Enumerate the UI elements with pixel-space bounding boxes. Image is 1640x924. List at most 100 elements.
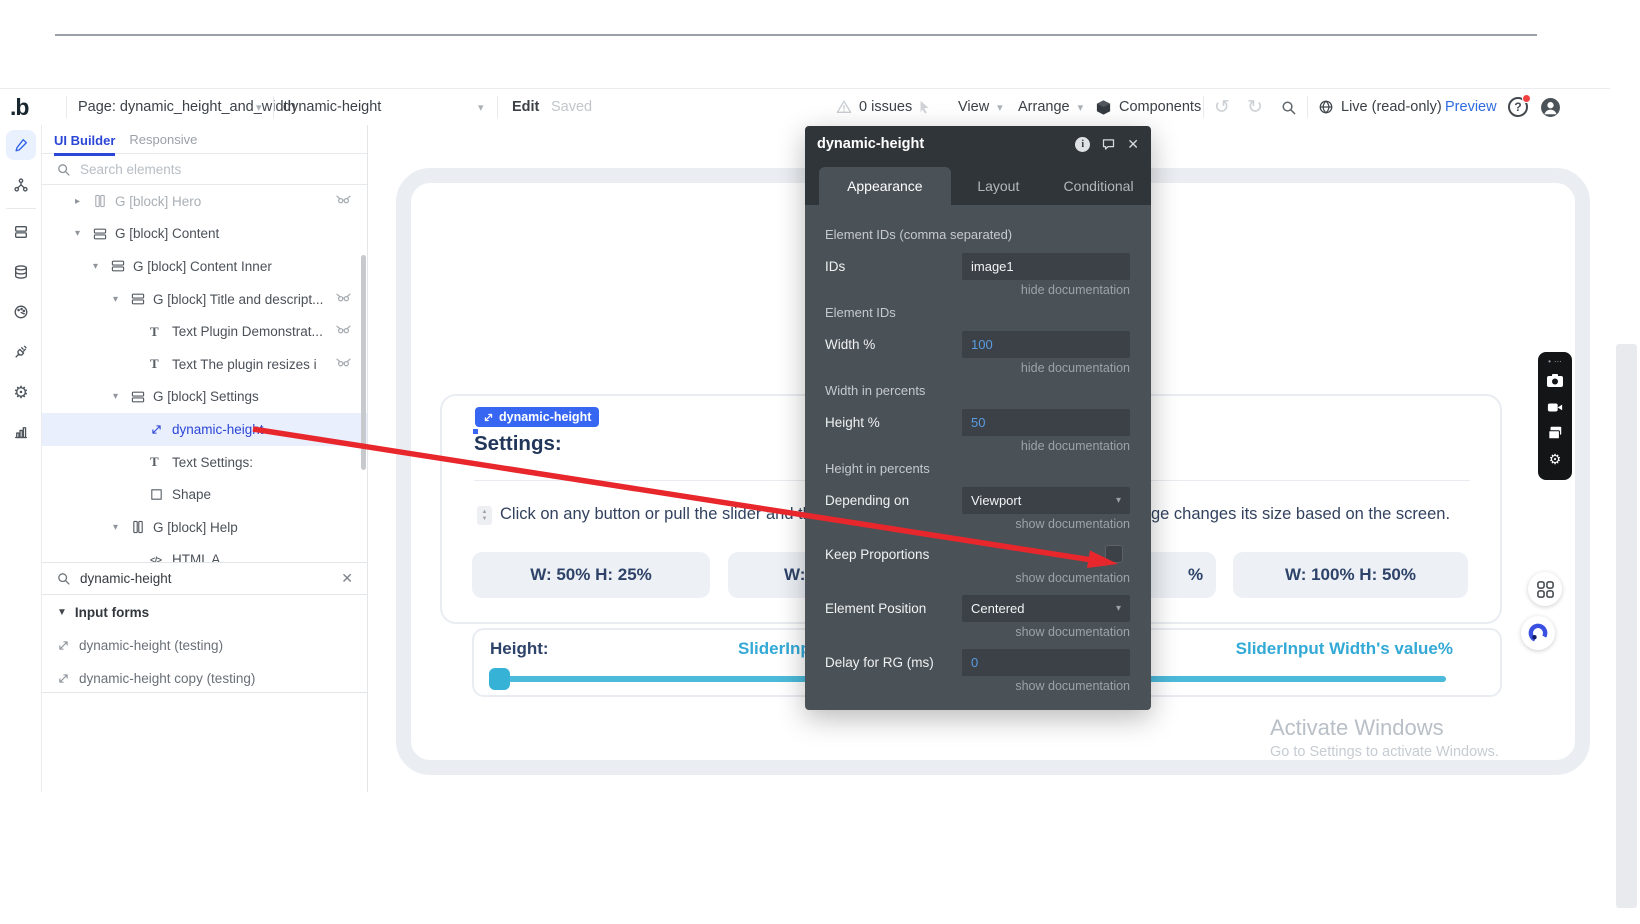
tree-item-html-a[interactable]: </> HTML A [42, 544, 367, 562]
capture-frames-icon[interactable] [1546, 420, 1564, 446]
divider [5, 208, 36, 209]
components-button[interactable]: Components [1095, 89, 1201, 125]
tree-item-label: Text Settings: [172, 454, 254, 470]
rail-database-icon[interactable] [0, 252, 42, 292]
tree-item-g-block-help[interactable]: ▾ G [block] Help [42, 511, 367, 544]
undo-icon[interactable]: ↺ [1214, 96, 1230, 118]
inspector-section-label: Element IDs [825, 305, 896, 320]
tree-item-label: G [block] Hero [115, 193, 202, 209]
help-button[interactable]: ? [1508, 94, 1531, 117]
field-select[interactable]: Centered ▾ [962, 595, 1130, 622]
inspector-tab-appearance[interactable]: Appearance [819, 167, 951, 205]
canvas-description-start: Click on any button or pull the slider a… [500, 505, 853, 523]
documentation-link[interactable]: show documentation [1015, 625, 1130, 639]
tree-filter-box[interactable]: dynamic-height ✕ [42, 562, 367, 595]
extension-grid-button[interactable] [1528, 572, 1562, 606]
slider-handle[interactable] [489, 668, 510, 690]
results-group-header[interactable]: ▼ Input forms [42, 595, 367, 629]
documentation-link[interactable]: show documentation [1015, 517, 1130, 531]
question-icon: ? [1508, 97, 1528, 117]
documentation-link[interactable]: hide documentation [1020, 361, 1130, 375]
widget-handle-dots[interactable]: • ⋯ [1548, 356, 1562, 366]
widget-settings-gear-icon[interactable]: ⚙ [1548, 450, 1562, 467]
tree-item-g-block-content-inner[interactable]: ▾ G [block] Content Inner [42, 250, 367, 283]
hidden-element-icon[interactable] [336, 324, 351, 339]
plugin-arrow-icon [57, 639, 70, 652]
element-selector-dropdown[interactable]: dynamic-height ▾ [283, 89, 484, 125]
hidden-element-icon[interactable] [336, 357, 351, 372]
documentation-link[interactable]: show documentation [1015, 679, 1130, 693]
field-checkbox[interactable] [1105, 545, 1123, 563]
size-button-3[interactable]: W: 100% H: 50% [1233, 552, 1468, 598]
tree-item-text-plugin-demonstrat[interactable]: T Text Plugin Demonstrat... [42, 315, 367, 348]
plugin-arrow-icon [150, 423, 170, 436]
record-video-icon[interactable] [1545, 394, 1565, 420]
chevron-down-icon[interactable]: ▾ [75, 228, 81, 240]
inspector-header[interactable]: dynamic-height i ✕ [805, 126, 1151, 162]
documentation-link[interactable]: hide documentation [1020, 283, 1130, 297]
rail-pages-icon[interactable] [0, 212, 42, 252]
issues-indicator[interactable]: 0 issues [836, 89, 912, 125]
edit-menu[interactable]: Edit [512, 99, 540, 115]
documentation-link[interactable]: hide documentation [1020, 439, 1130, 453]
result-item-dynamic-height-testing[interactable]: dynamic-height (testing) [42, 629, 367, 662]
screenshot-camera-icon[interactable] [1544, 368, 1566, 394]
tree-item-label: dynamic-height [172, 421, 264, 437]
tree-scrollbar[interactable] [361, 255, 366, 470]
assistant-logo-button[interactable] [1521, 616, 1555, 650]
chevron-down-icon[interactable]: ▾ [113, 521, 119, 533]
arrange-menu[interactable]: Arrange ▾ [1018, 89, 1083, 125]
cursor-pointer-icon[interactable] [917, 89, 933, 125]
search-icon[interactable] [1280, 89, 1297, 125]
user-avatar[interactable] [1540, 89, 1561, 125]
tree-item-text-settings[interactable]: T Text Settings: [42, 446, 367, 479]
inspector-tab-conditional[interactable]: Conditional [1063, 178, 1134, 194]
chevron-down-icon: ▾ [1077, 101, 1084, 114]
view-menu[interactable]: View ▾ [958, 89, 1003, 125]
field-input[interactable]: 100 [962, 331, 1130, 358]
info-icon[interactable]: i [1075, 136, 1091, 152]
tree-item-g-block-hero[interactable]: ▸ G [block] Hero [42, 185, 367, 218]
tree-item-g-block-title-and-descript[interactable]: ▾ G [block] Title and descript... [42, 283, 367, 316]
screen-edge-strip [1616, 344, 1637, 908]
inspector-tab-layout[interactable]: Layout [977, 178, 1020, 194]
tree-item-g-block-content[interactable]: ▾ G [block] Content [42, 218, 367, 251]
search-elements-box[interactable]: Search elements [42, 154, 367, 185]
preview-button[interactable]: Preview [1445, 99, 1497, 115]
hidden-element-icon[interactable] [336, 292, 351, 307]
documentation-link[interactable]: show documentation [1015, 571, 1130, 585]
environment-selector[interactable]: Live (read-only) [1318, 89, 1442, 125]
tree-item-text-the-plugin-resizes-i[interactable]: T Text The plugin resizes i [42, 348, 367, 381]
search-placeholder: Search elements [80, 161, 182, 177]
divider [42, 692, 367, 693]
rail-workflow-icon[interactable] [0, 165, 42, 205]
chevron-down-icon: ▾ [1115, 603, 1121, 614]
size-button-0[interactable]: W: 50% H: 25% [472, 552, 710, 598]
result-item-dynamic-height-copy-testing[interactable]: dynamic-height copy (testing) [42, 662, 367, 695]
field-input[interactable]: 0 [962, 649, 1130, 676]
divider [273, 96, 274, 118]
field-input[interactable]: 50 [962, 409, 1130, 436]
rail-settings-icon[interactable]: ⚙ [13, 382, 29, 402]
redo-icon[interactable]: ↻ [1247, 96, 1263, 118]
clear-search-icon[interactable]: ✕ [341, 570, 353, 586]
comment-icon[interactable] [1101, 137, 1116, 152]
chevron-down-icon[interactable]: ▾ [93, 260, 99, 272]
rail-plugins-icon[interactable] [0, 332, 42, 372]
field-input[interactable]: image1 [962, 253, 1130, 280]
rail-styles-icon[interactable] [0, 292, 42, 332]
tab-responsive[interactable]: Responsive [129, 132, 198, 147]
rail-pencil-icon[interactable] [0, 125, 42, 165]
chevron-down-icon[interactable]: ▾ [113, 391, 119, 403]
field-select[interactable]: Viewport ▾ [962, 487, 1130, 514]
hidden-element-icon[interactable] [336, 194, 351, 209]
close-icon[interactable]: ✕ [1127, 135, 1139, 152]
tab-ui-builder[interactable]: UI Builder [54, 127, 116, 156]
chevron-down-icon[interactable]: ▾ [113, 293, 119, 305]
tree-item-shape[interactable]: Shape [42, 478, 367, 511]
page-selector-dropdown[interactable]: Page: dynamic_height_and_width ▾ [78, 89, 296, 125]
rail-logs-icon[interactable] [0, 412, 42, 452]
tree-item-g-block-settings[interactable]: ▾ G [block] Settings [42, 381, 367, 414]
tree-item-dynamic-height[interactable]: dynamic-height [42, 413, 367, 446]
chevron-right-icon[interactable]: ▸ [75, 195, 81, 207]
